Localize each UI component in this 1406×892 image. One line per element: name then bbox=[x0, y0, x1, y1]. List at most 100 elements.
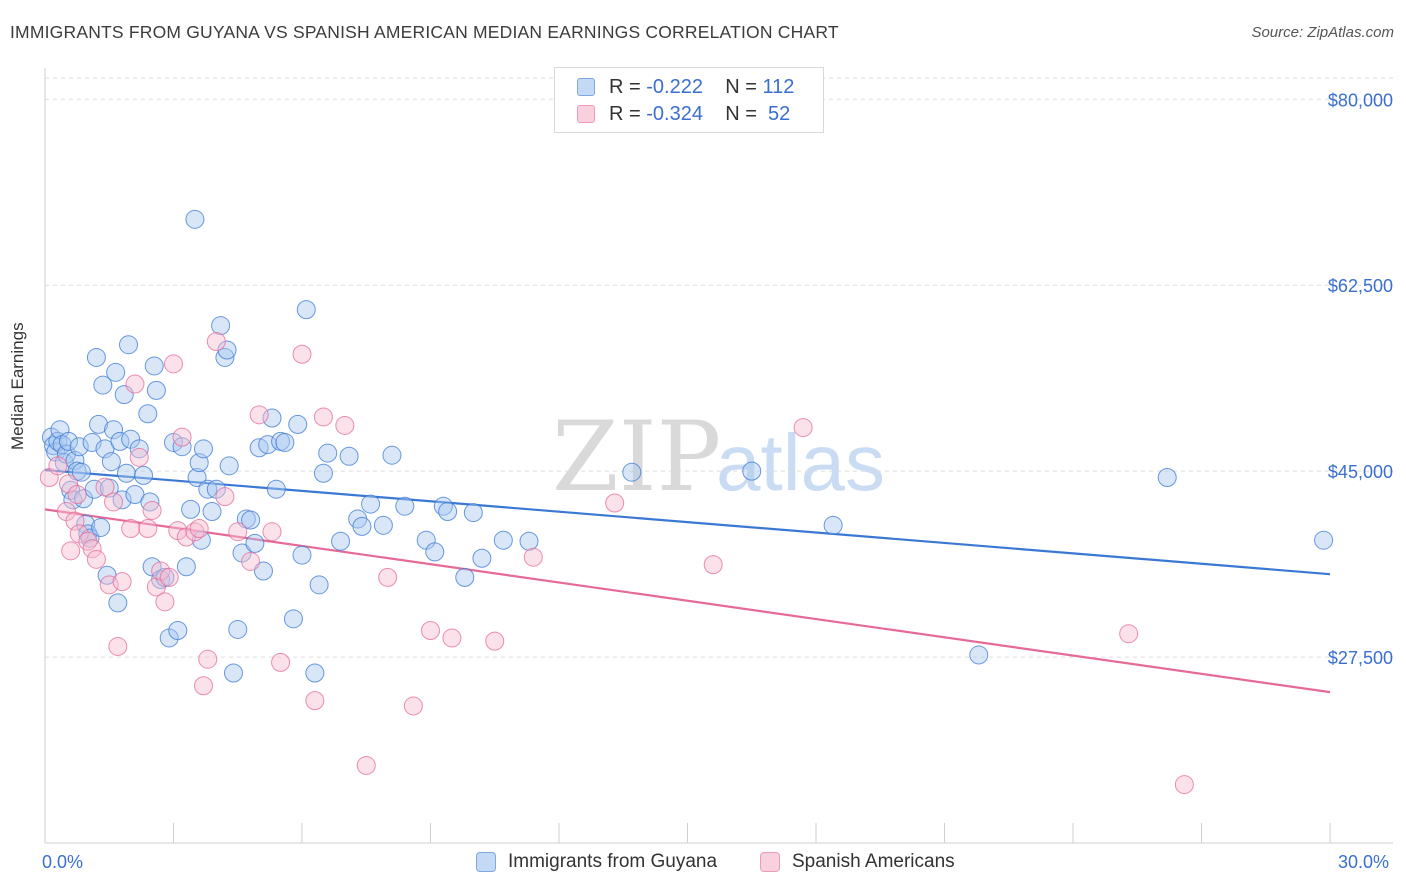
point-spanish bbox=[48, 456, 68, 476]
point-guyana bbox=[823, 515, 843, 535]
point-guyana bbox=[95, 439, 115, 459]
point-guyana bbox=[395, 496, 415, 516]
point-guyana bbox=[266, 479, 286, 499]
point-spanish bbox=[442, 628, 462, 648]
point-guyana bbox=[309, 575, 329, 595]
series-legend-label: Immigrants from Guyana bbox=[508, 851, 718, 872]
point-guyana bbox=[1314, 530, 1334, 550]
point-spanish bbox=[292, 344, 312, 364]
point-guyana bbox=[742, 461, 762, 481]
point-guyana bbox=[215, 347, 235, 367]
point-guyana bbox=[202, 502, 222, 521]
x-axis-min-label: 0.0% bbox=[42, 852, 84, 872]
point-guyana bbox=[89, 414, 109, 434]
point-spanish bbox=[523, 547, 543, 567]
point-spanish bbox=[206, 332, 226, 351]
point-spanish bbox=[108, 636, 128, 656]
point-guyana bbox=[493, 530, 513, 550]
y-tick-label: $62,500 bbox=[1328, 276, 1393, 296]
point-guyana bbox=[181, 499, 201, 519]
point-guyana bbox=[144, 356, 164, 376]
legend-r-value: -0.222 bbox=[646, 75, 703, 98]
point-guyana bbox=[292, 545, 312, 565]
series-legend-guyana: Immigrants from Guyana bbox=[476, 851, 717, 873]
watermark-atlas: atlas bbox=[716, 418, 885, 507]
point-spanish bbox=[262, 522, 282, 542]
point-guyana bbox=[176, 557, 196, 577]
point-spanish bbox=[86, 549, 106, 569]
point-spanish bbox=[403, 696, 423, 716]
series-swatch-pink bbox=[760, 852, 780, 872]
point-guyana bbox=[69, 437, 89, 457]
point-guyana bbox=[331, 531, 351, 551]
series-swatch-blue bbox=[476, 852, 496, 872]
point-spanish bbox=[189, 519, 209, 538]
y-axis-label: Median Earnings bbox=[8, 322, 27, 450]
point-spanish bbox=[61, 541, 81, 561]
point-guyana bbox=[339, 446, 359, 466]
point-guyana bbox=[283, 609, 303, 629]
point-guyana bbox=[228, 619, 248, 639]
chart-title: IMMIGRANTS FROM GUYANA VS SPANISH AMERIC… bbox=[10, 22, 839, 42]
point-guyana bbox=[361, 494, 381, 514]
point-spanish bbox=[335, 415, 355, 435]
legend-n-label: N = bbox=[725, 102, 757, 125]
point-spanish bbox=[249, 405, 269, 425]
point-guyana bbox=[93, 375, 113, 395]
point-guyana bbox=[223, 663, 243, 683]
point-guyana bbox=[1157, 468, 1177, 487]
point-guyana bbox=[373, 515, 393, 535]
legend-r-value: -0.324 bbox=[646, 102, 703, 125]
legend-swatch-blue bbox=[577, 78, 595, 96]
point-guyana bbox=[86, 347, 106, 367]
point-spanish bbox=[228, 522, 248, 542]
legend-row-guyana: R = -0.222 N = 112 bbox=[577, 75, 794, 99]
point-spanish bbox=[172, 427, 192, 447]
point-spanish bbox=[356, 755, 376, 775]
point-spanish bbox=[125, 374, 145, 394]
point-guyana bbox=[622, 462, 642, 482]
point-spanish bbox=[159, 567, 179, 587]
point-guyana bbox=[219, 456, 239, 476]
point-guyana bbox=[71, 462, 91, 482]
point-guyana bbox=[318, 443, 338, 463]
point-spanish bbox=[313, 407, 333, 427]
point-guyana bbox=[168, 621, 188, 640]
point-spanish bbox=[99, 575, 119, 595]
point-spanish bbox=[305, 691, 325, 711]
legend-r-label: R = bbox=[609, 75, 641, 98]
point-guyana bbox=[305, 663, 325, 683]
x-axis-max-label: 30.0% bbox=[1338, 852, 1390, 872]
point-guyana bbox=[104, 420, 124, 440]
point-spanish bbox=[142, 500, 162, 520]
point-spanish bbox=[129, 447, 149, 467]
point-guyana bbox=[119, 335, 139, 355]
point-guyana bbox=[134, 465, 154, 485]
point-spanish bbox=[193, 676, 213, 696]
point-guyana bbox=[106, 362, 126, 382]
point-spanish bbox=[215, 487, 235, 507]
point-guyana bbox=[108, 593, 128, 613]
point-spanish bbox=[485, 631, 505, 651]
series-legend-spanish: Spanish Americans bbox=[760, 851, 955, 873]
point-guyana bbox=[313, 463, 333, 483]
trend-lines bbox=[44, 468, 1331, 694]
point-guyana bbox=[455, 567, 475, 587]
series-legend-label: Spanish Americans bbox=[792, 851, 955, 872]
point-guyana bbox=[288, 414, 308, 434]
point-guyana bbox=[116, 463, 136, 483]
y-tick-labels: $80,000 $62,500 $45,000 $27,500 bbox=[1328, 90, 1393, 668]
point-guyana bbox=[91, 517, 111, 537]
legend-n-value: 112 bbox=[762, 75, 795, 98]
point-spanish bbox=[703, 555, 723, 575]
point-guyana bbox=[172, 437, 192, 457]
point-spanish bbox=[421, 621, 440, 640]
point-spanish bbox=[65, 511, 85, 531]
point-spanish bbox=[605, 493, 625, 513]
point-guyana bbox=[463, 503, 483, 523]
point-guyana bbox=[262, 408, 282, 428]
point-guyana bbox=[352, 516, 372, 536]
point-guyana bbox=[59, 431, 79, 451]
point-guyana bbox=[253, 561, 273, 581]
